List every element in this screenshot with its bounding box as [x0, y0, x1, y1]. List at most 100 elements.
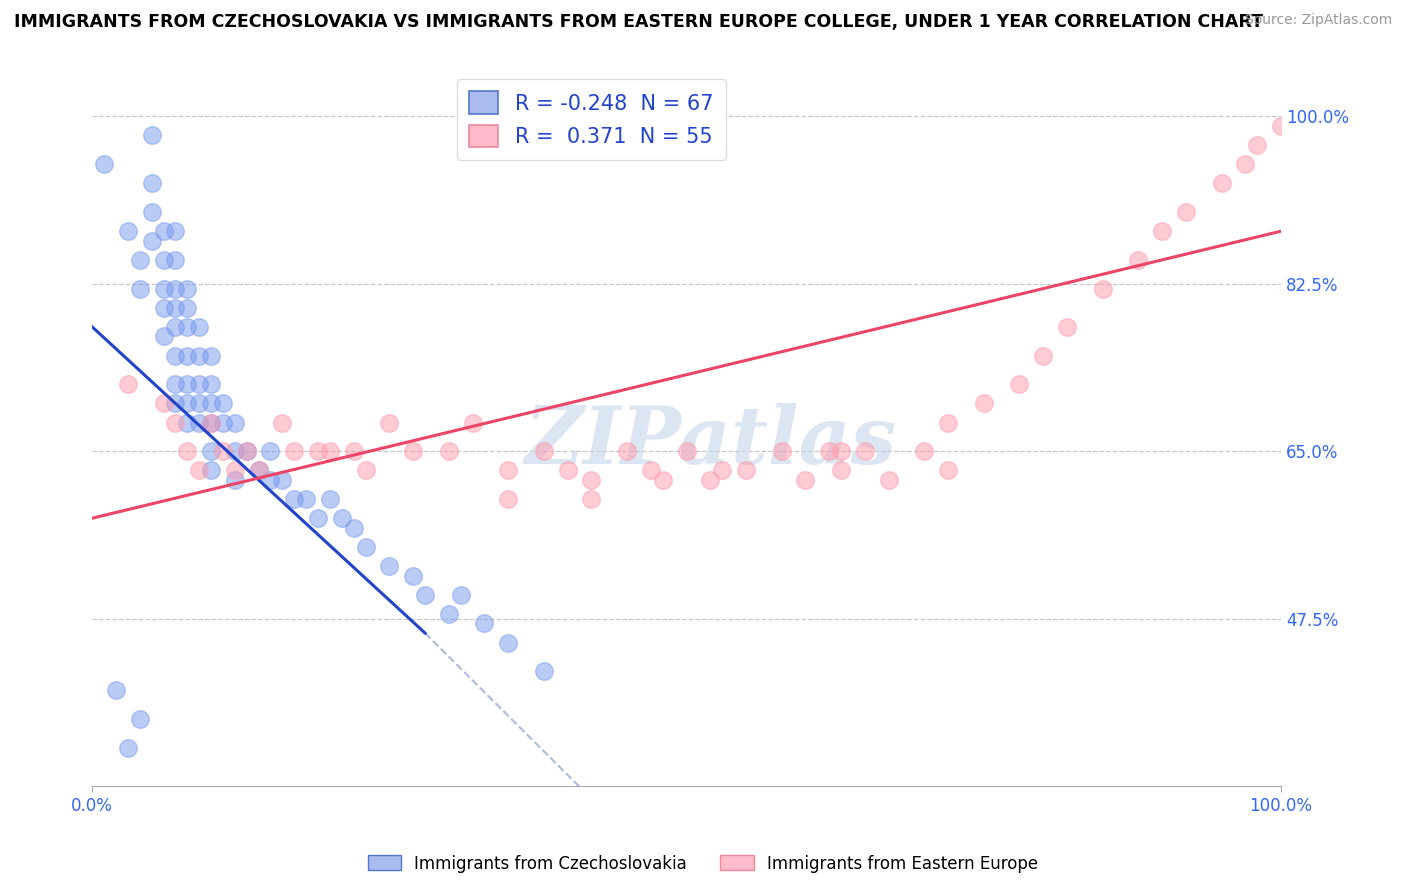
Point — [1056, 319, 1078, 334]
Point — [224, 473, 246, 487]
Point — [616, 444, 638, 458]
Point — [402, 444, 425, 458]
Point — [794, 473, 817, 487]
Point — [830, 444, 852, 458]
Point — [581, 473, 603, 487]
Point — [973, 396, 995, 410]
Point — [640, 463, 662, 477]
Point — [152, 301, 174, 315]
Point — [247, 463, 270, 477]
Point — [557, 463, 579, 477]
Point — [176, 349, 198, 363]
Point — [235, 444, 257, 458]
Point — [581, 492, 603, 507]
Point — [330, 511, 353, 525]
Point — [912, 444, 935, 458]
Point — [461, 416, 484, 430]
Point — [1211, 177, 1233, 191]
Point — [165, 377, 187, 392]
Point — [188, 396, 211, 410]
Point — [1091, 282, 1114, 296]
Point — [1152, 224, 1174, 238]
Point — [354, 540, 377, 554]
Point — [188, 377, 211, 392]
Point — [830, 463, 852, 477]
Point — [176, 319, 198, 334]
Point — [152, 282, 174, 296]
Text: IMMIGRANTS FROM CZECHOSLOVAKIA VS IMMIGRANTS FROM EASTERN EUROPE COLLEGE, UNDER : IMMIGRANTS FROM CZECHOSLOVAKIA VS IMMIGR… — [14, 13, 1263, 31]
Point — [141, 234, 163, 248]
Point — [235, 444, 257, 458]
Point — [699, 473, 721, 487]
Point — [496, 492, 519, 507]
Point — [474, 616, 496, 631]
Point — [141, 177, 163, 191]
Point — [319, 492, 342, 507]
Point — [271, 473, 294, 487]
Point — [128, 252, 150, 267]
Point — [1032, 349, 1054, 363]
Point — [402, 568, 425, 582]
Point — [188, 463, 211, 477]
Point — [936, 416, 959, 430]
Point — [1128, 252, 1150, 267]
Point — [200, 349, 222, 363]
Point — [533, 444, 555, 458]
Point — [735, 463, 758, 477]
Text: ZIPatlas: ZIPatlas — [524, 403, 897, 481]
Point — [224, 444, 246, 458]
Point — [176, 301, 198, 315]
Point — [152, 329, 174, 343]
Point — [437, 607, 460, 621]
Point — [128, 712, 150, 726]
Point — [343, 444, 366, 458]
Point — [104, 683, 127, 698]
Text: Source: ZipAtlas.com: Source: ZipAtlas.com — [1244, 13, 1392, 28]
Point — [1270, 119, 1292, 133]
Point — [224, 463, 246, 477]
Point — [200, 444, 222, 458]
Point — [533, 665, 555, 679]
Point — [224, 416, 246, 430]
Point — [212, 444, 235, 458]
Point — [1246, 138, 1268, 153]
Point — [117, 377, 139, 392]
Point — [818, 444, 841, 458]
Point — [1234, 157, 1257, 171]
Point — [259, 444, 281, 458]
Point — [378, 416, 401, 430]
Point — [853, 444, 876, 458]
Point — [319, 444, 342, 458]
Point — [93, 157, 115, 171]
Point — [936, 463, 959, 477]
Point — [1008, 377, 1031, 392]
Point — [450, 588, 472, 602]
Point — [675, 444, 697, 458]
Point — [437, 444, 460, 458]
Point — [188, 349, 211, 363]
Point — [176, 416, 198, 430]
Point — [496, 463, 519, 477]
Point — [200, 416, 222, 430]
Point — [200, 377, 222, 392]
Legend: Immigrants from Czechoslovakia, Immigrants from Eastern Europe: Immigrants from Czechoslovakia, Immigran… — [361, 848, 1045, 880]
Point — [165, 282, 187, 296]
Point — [770, 444, 793, 458]
Point — [165, 224, 187, 238]
Point — [343, 521, 366, 535]
Point — [165, 252, 187, 267]
Point — [200, 396, 222, 410]
Point — [128, 282, 150, 296]
Point — [152, 224, 174, 238]
Legend: R = -0.248  N = 67, R =  0.371  N = 55: R = -0.248 N = 67, R = 0.371 N = 55 — [457, 78, 725, 160]
Point — [247, 463, 270, 477]
Point — [152, 396, 174, 410]
Point — [212, 416, 235, 430]
Point — [176, 396, 198, 410]
Point — [307, 511, 329, 525]
Point — [307, 444, 329, 458]
Point — [188, 416, 211, 430]
Point — [165, 319, 187, 334]
Point — [188, 319, 211, 334]
Point — [877, 473, 900, 487]
